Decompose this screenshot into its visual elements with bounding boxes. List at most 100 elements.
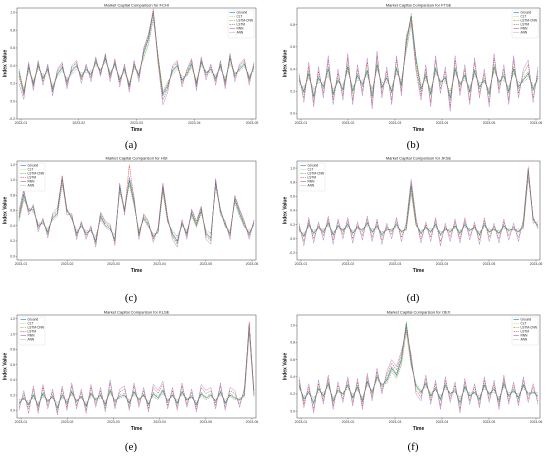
y-tick-label: 0.4 — [290, 67, 295, 71]
y-tick-label: 0.8 — [10, 193, 15, 197]
x-tick-label: 2023-06 — [530, 262, 543, 266]
legend-label: ANN — [28, 184, 35, 188]
series-line-lstm — [298, 326, 539, 410]
y-tick-label: 0.6 — [10, 209, 15, 213]
series-line-rnn — [298, 22, 539, 112]
series-line-lstm — [18, 8, 255, 101]
x-tick-label: 2023-04 — [153, 420, 166, 424]
plot-area — [16, 160, 257, 261]
chart-title: Market Capital Comparison for HSI — [105, 156, 167, 161]
x-tick-label: 2023-05 — [246, 121, 259, 125]
y-tick-label: 0.4 — [10, 224, 15, 228]
y-tick-label: 0.0 — [10, 254, 15, 258]
y-tick-label: 0.2 — [10, 239, 15, 243]
legend-label: CLT — [521, 15, 527, 19]
y-tick-label: 0.8 — [290, 23, 295, 27]
legend-label: LSTM — [28, 176, 37, 180]
x-tick-label: 2023-05 — [200, 420, 213, 424]
plot-area — [296, 160, 541, 261]
y-tick-label: 0.6 — [10, 363, 15, 367]
legend-label: RNN — [521, 334, 529, 338]
subcaption: (e) — [124, 441, 138, 453]
legend-label: LSTM-CNN — [237, 19, 254, 23]
chart-svg: Market Capital Comparison for OEX 0.0 0.2 0… — [283, 310, 543, 433]
y-tick-label: 0.0 — [290, 409, 295, 413]
x-axis-label: Time — [413, 127, 425, 133]
x-axis-label: Time — [413, 426, 425, 432]
y-tick-label: 0.6 — [290, 195, 295, 199]
legend-box — [511, 9, 539, 39]
x-tick-label: 2023-01 — [295, 121, 308, 125]
chart-title: Market Capital Comparison for FTSE — [386, 3, 452, 8]
y-tick-label: 0.4 — [10, 64, 15, 68]
x-tick-label: 2023-05 — [483, 420, 496, 424]
chart-title: Market Capital Comparison for JKSE — [386, 156, 452, 161]
y-tick-label: 0.0 — [290, 112, 295, 116]
legend-label: LSTM — [521, 330, 530, 334]
legend-label: Ground — [308, 164, 319, 168]
y-axis-label: Index Value — [3, 50, 9, 78]
x-axis-label: Time — [413, 268, 425, 274]
x-tick-label: 2023-05 — [200, 262, 213, 266]
y-tick-label: -0.2 — [9, 117, 15, 121]
legend-label: LSTM-CNN — [28, 172, 45, 176]
x-tick-label: 2023-06 — [246, 262, 259, 266]
legend-label: RNN — [28, 180, 36, 184]
legend-label: LSTM-CNN — [28, 326, 45, 330]
x-tick-label: 2023-03 — [389, 262, 402, 266]
legend-label: LSTM-CNN — [521, 326, 538, 330]
subcaption: (a) — [124, 139, 138, 151]
legend-label: CLT — [28, 168, 34, 172]
legend-label: ANN — [521, 338, 528, 342]
y-axis-label: Index Value — [283, 50, 289, 78]
x-tick-label: 2023-03 — [107, 262, 120, 266]
legend-label: ANN — [237, 31, 244, 35]
x-tick-label: 2023-02 — [73, 121, 86, 125]
legend-label: LSTM — [521, 23, 530, 27]
y-axis-label: Index Value — [283, 197, 289, 225]
x-tick-label: 2023-04 — [436, 420, 449, 424]
legend-label: Ground — [237, 11, 248, 15]
legend-label: CLT — [521, 322, 527, 326]
series-line-rnn — [298, 330, 539, 413]
series-line-lstm-cnn — [298, 321, 539, 406]
y-tick-label: 1.2 — [10, 317, 15, 321]
x-tick-label: 2023-03 — [389, 121, 402, 125]
x-tick-label: 2023-05 — [483, 262, 496, 266]
series-line-lstm-cnn — [298, 169, 539, 239]
series-line-lstm-cnn — [18, 323, 255, 410]
y-axis-label: Index Value — [3, 353, 9, 381]
y-tick-label: 0.2 — [290, 89, 295, 93]
chart-title: Market Capital Comparison for FCHI — [104, 3, 169, 8]
series-line-lstm-cnn — [298, 13, 539, 101]
x-tick-label: 2023-03 — [389, 420, 402, 424]
x-tick-label: 2023-02 — [342, 420, 355, 424]
series-line-ann — [19, 334, 255, 404]
y-tick-label: 0.2 — [290, 223, 295, 227]
x-axis-label: Time — [131, 268, 143, 274]
legend-label: LSTM-CNN — [521, 19, 538, 23]
legend-label: CLT — [237, 15, 243, 19]
y-tick-label: 0.8 — [10, 348, 15, 352]
x-tick-label: 2023-06 — [530, 121, 543, 125]
series-line-ann — [298, 24, 539, 92]
y-axis-label: Index Value — [3, 197, 9, 225]
y-tick-label: 0.4 — [290, 375, 295, 379]
x-axis-label: Time — [131, 127, 143, 133]
x-tick-label: 2023-01 — [295, 420, 308, 424]
legend-label: LSTM — [237, 23, 246, 27]
x-tick-label: 2023-01 — [15, 262, 28, 266]
series-line-clt — [298, 328, 539, 400]
legend-label: Ground — [521, 318, 532, 322]
x-tick-label: 2023-06 — [530, 420, 543, 424]
y-tick-label: 0.6 — [290, 358, 295, 362]
chart-panel: Market Capital Comparison for KLSE 0.0 0.2… — [2, 309, 260, 433]
x-tick-label: 2023-04 — [153, 262, 166, 266]
series-line-ann — [298, 332, 539, 398]
x-tick-label: 2023-04 — [436, 121, 449, 125]
legend-label: LSTM — [28, 330, 37, 334]
legend-box — [18, 316, 46, 346]
x-tick-label: 2023-05 — [483, 121, 496, 125]
y-tick-label: 0.8 — [290, 180, 295, 184]
subcaption: (f) — [407, 441, 419, 453]
